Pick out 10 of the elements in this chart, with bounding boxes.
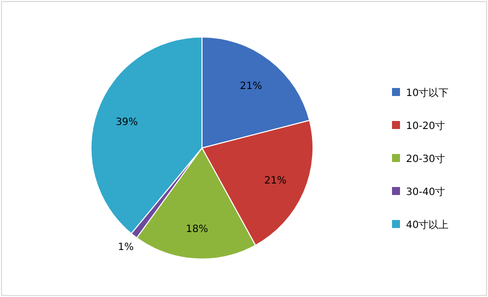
legend-label: 10-20寸 <box>406 120 446 132</box>
data-label: 21% <box>240 80 262 92</box>
legend-label: 10寸以下 <box>406 87 449 99</box>
legend-label: 40寸以上 <box>406 219 449 231</box>
legend-label: 20-30寸 <box>406 153 446 165</box>
data-label: 18% <box>186 224 208 235</box>
data-label: 39% <box>116 116 138 128</box>
data-label: 21% <box>264 176 286 187</box>
data-label: 1% <box>118 242 134 254</box>
legend-label: 30-40寸 <box>406 186 446 198</box>
